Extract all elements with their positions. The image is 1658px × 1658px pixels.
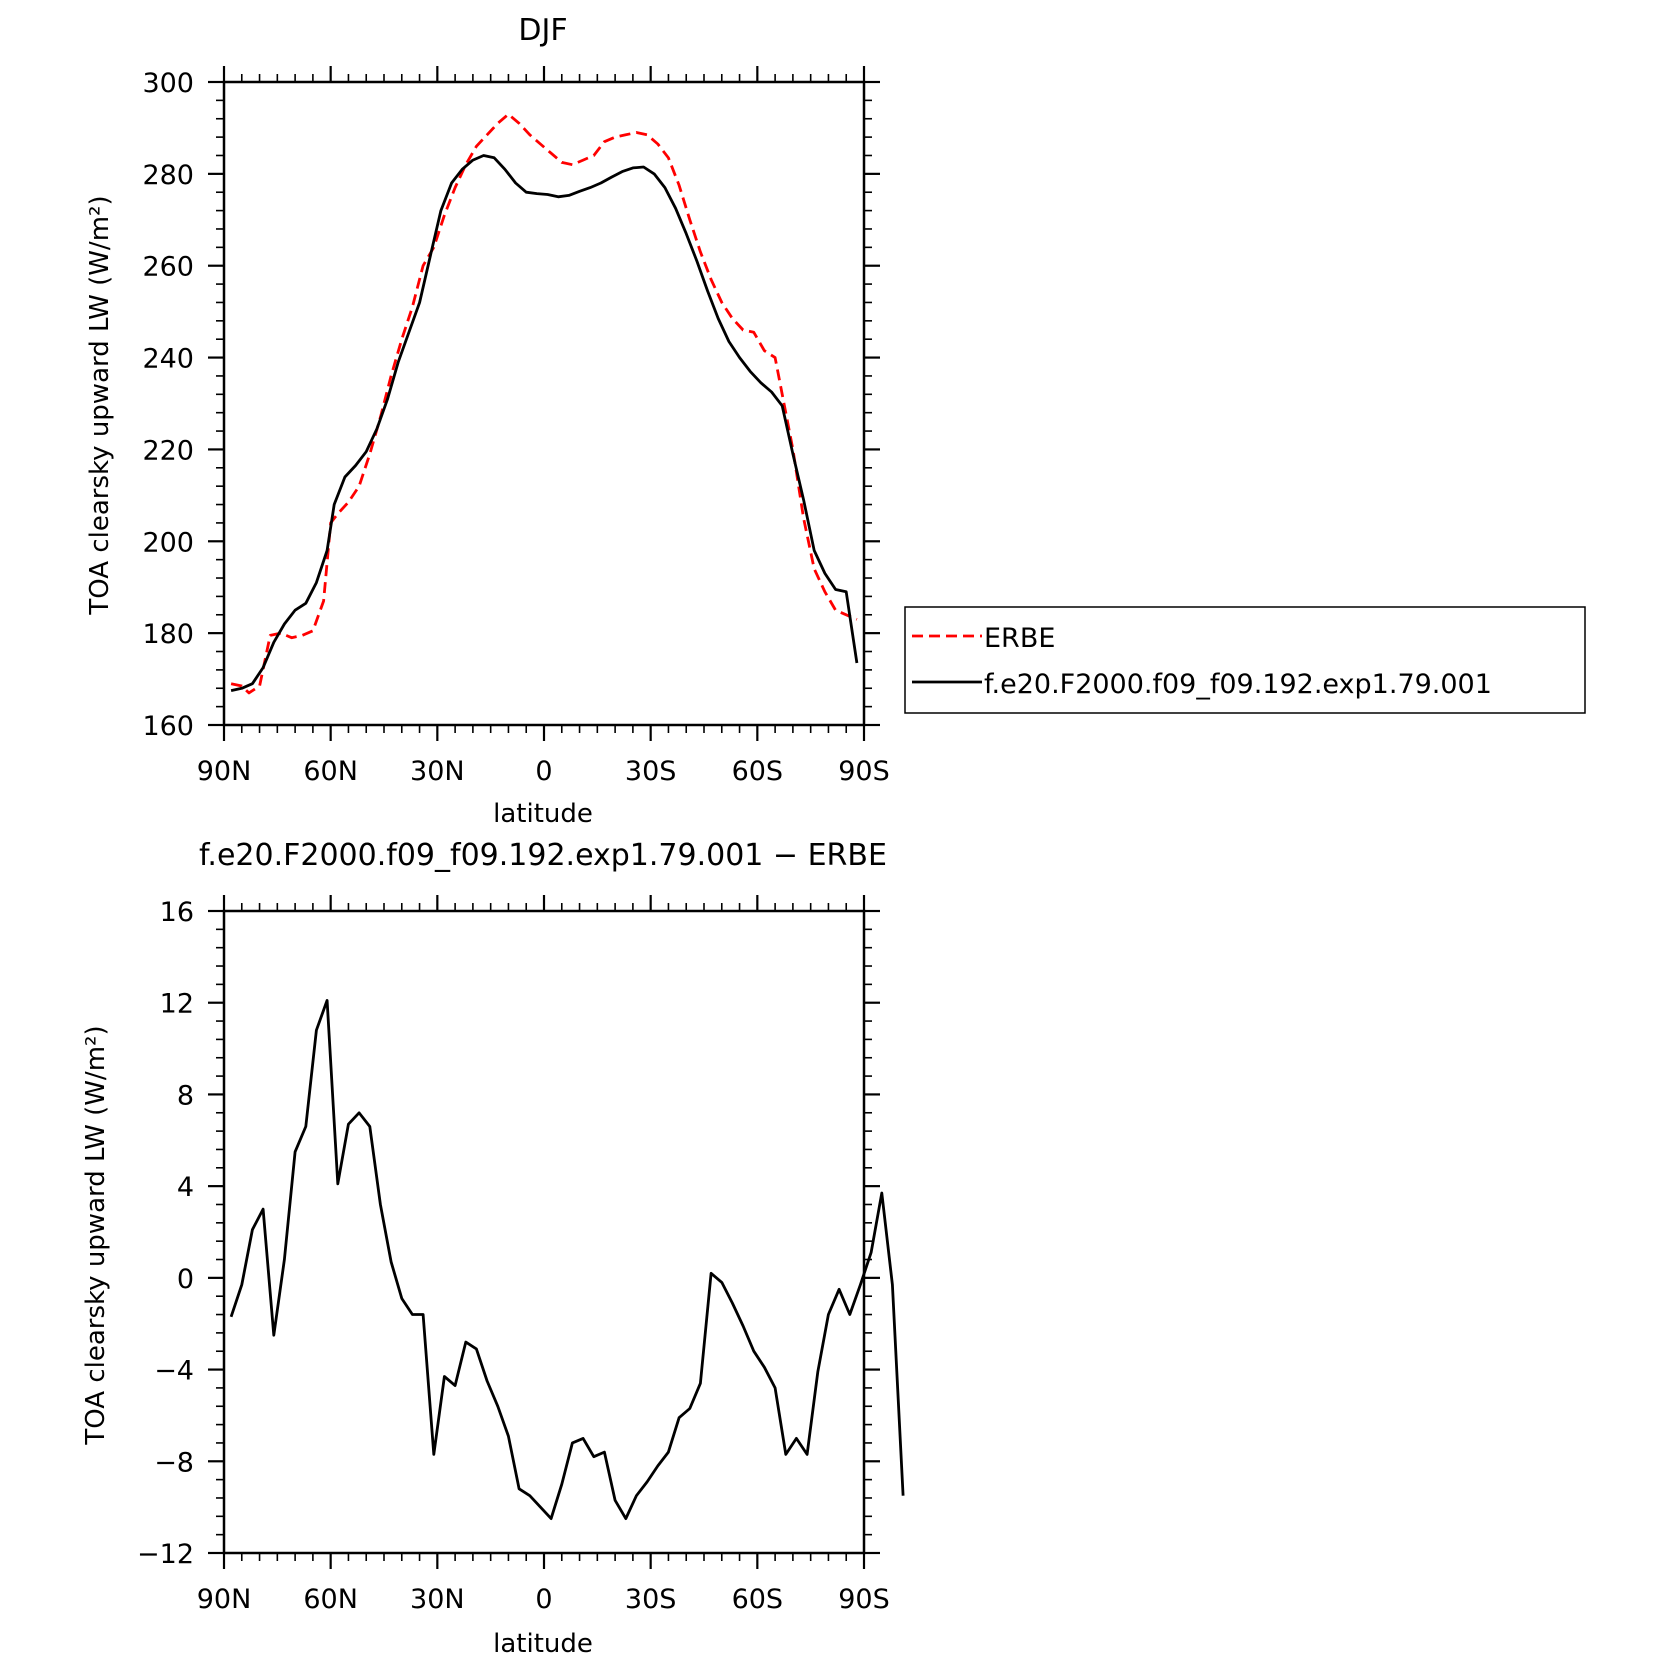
top-x-axis-label: latitude [493, 799, 593, 829]
x-tick-label: 90S [838, 1584, 890, 1615]
legend-label-model: f.e20.F2000.f09_f09.192.exp1.79.001 [984, 669, 1492, 700]
legend: ERBE f.e20.F2000.f09_f09.192.exp1.79.001 [904, 606, 1586, 714]
y-tick-label: 300 [142, 68, 194, 99]
legend-label-erbe: ERBE [984, 623, 1055, 654]
x-tick-label: 60S [732, 1584, 784, 1615]
difference-series-line [229, 999, 905, 1520]
top-series [230, 112, 859, 695]
bottom-y-axis-label: TOA clearsky upward LW (W/m²) [81, 1025, 111, 1445]
top-title: DJF [518, 13, 567, 48]
bottom-title: f.e20.F2000.f09_f09.192.exp1.79.001 − ER… [199, 838, 887, 873]
y-tick-label: −8 [154, 1447, 194, 1478]
x-tick-label: 30N [410, 1584, 465, 1615]
model-series-line [230, 154, 859, 692]
top-ticks [208, 66, 880, 741]
y-tick-label: 8 [177, 1080, 194, 1111]
x-tick-label: 60N [303, 756, 358, 787]
y-tick-label: 220 [142, 435, 194, 466]
top-tick-labels: 90N 60N 30N 0 30S 60S 90S 160 180 200 220 240 260 280… [142, 68, 889, 787]
bottom-series [229, 999, 905, 1520]
x-tick-label: 90N [197, 1584, 252, 1615]
y-tick-label: 0 [177, 1264, 194, 1295]
y-tick-label: 180 [142, 619, 194, 650]
x-tick-label: 0 [535, 756, 552, 787]
y-tick-label: 4 [177, 1172, 194, 1203]
top-panel: DJF TOA clearsky upward LW (W/m²) latitu… [85, 13, 890, 829]
x-tick-label: 0 [535, 1584, 552, 1615]
y-tick-label: 160 [142, 711, 194, 742]
x-tick-label: 30S [625, 756, 677, 787]
bottom-ticks [208, 895, 880, 1569]
x-tick-label: 30N [410, 756, 465, 787]
x-tick-label: 60N [303, 1584, 358, 1615]
y-tick-label: 12 [160, 989, 194, 1020]
y-tick-label: 200 [142, 527, 194, 558]
y-tick-label: 260 [142, 252, 194, 283]
y-tick-label: 240 [142, 344, 194, 375]
top-plot-frame [222, 80, 866, 727]
y-tick-label: −4 [154, 1356, 194, 1387]
x-tick-label: 90S [838, 756, 890, 787]
y-tick-label: 16 [160, 897, 194, 928]
bottom-tick-labels: 90N 60N 30N 0 30S 60S 90S 16 12 8 4 0 −4 −8 −12 [137, 897, 890, 1615]
erbe-series-line [230, 112, 858, 695]
bottom-plot-frame [222, 909, 866, 1555]
x-tick-label: 90N [197, 756, 252, 787]
bottom-x-axis-label: latitude [493, 1629, 593, 1658]
top-y-axis-label: TOA clearsky upward LW (W/m²) [85, 195, 115, 615]
bottom-panel: f.e20.F2000.f09_f09.192.exp1.79.001 − ER… [81, 838, 905, 1658]
x-tick-label: 60S [732, 756, 784, 787]
legend-box [904, 606, 1586, 714]
y-tick-label: −12 [137, 1539, 194, 1570]
y-tick-label: 280 [142, 160, 194, 191]
x-tick-label: 30S [625, 1584, 677, 1615]
